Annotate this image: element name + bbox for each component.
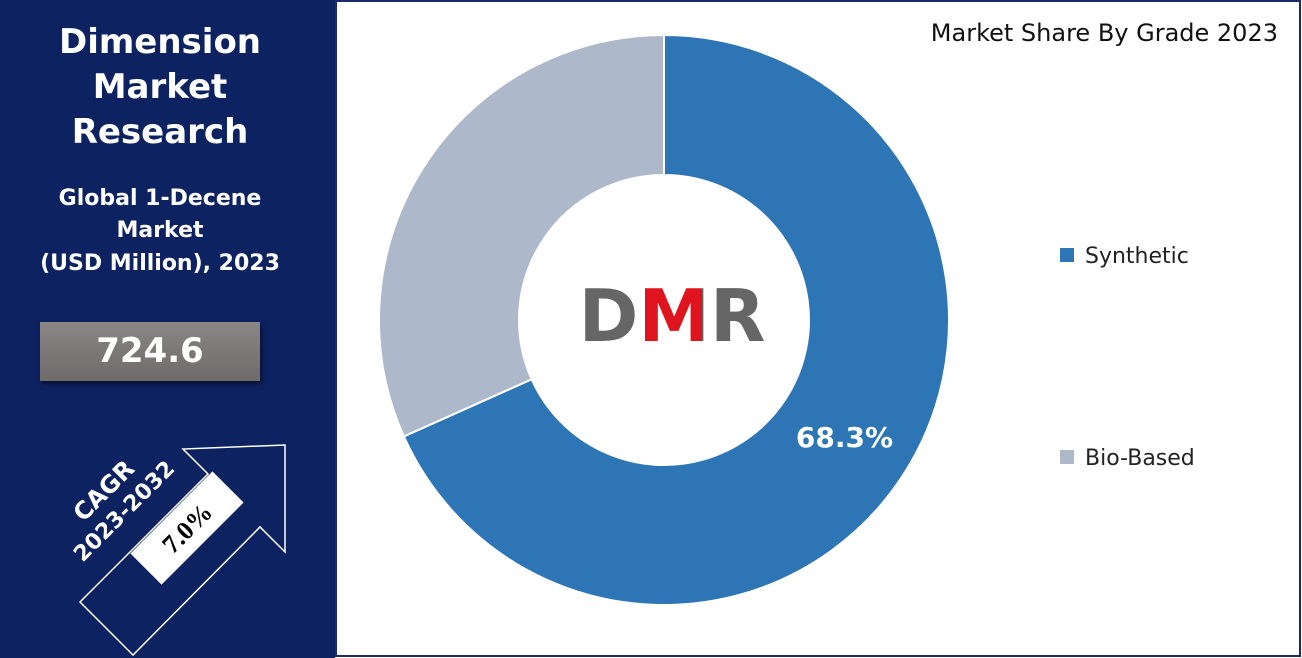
chart-title: Market Share By Grade 2023	[931, 19, 1278, 47]
legend-label: Bio-Based	[1085, 446, 1195, 471]
legend-swatch	[1060, 450, 1074, 464]
subtitle: (USD Million), 2023	[40, 251, 280, 276]
market-value: 724.6	[40, 322, 260, 381]
subtitle: Market	[116, 218, 204, 243]
legend-label: Synthetic	[1085, 244, 1189, 269]
chart: Market Share By Grade 2023 68.3% Syntheti…	[335, 0, 1301, 657]
side-panel: Dimension Market Research Global 1-Decen…	[0, 0, 335, 658]
cagr-graphic: CAGR 2023-2032 7.0%	[68, 444, 286, 657]
brand-title: Dimension	[58, 22, 262, 62]
donut-segment	[402, 33, 950, 606]
legend-swatch	[1060, 248, 1074, 262]
logo: DMR	[579, 274, 766, 358]
brand-title: Research	[71, 112, 249, 152]
data-label: 68.3%	[796, 421, 893, 454]
donut-segment	[378, 33, 665, 438]
brand-title: Market	[92, 67, 228, 107]
cagr-arrow	[78, 444, 286, 657]
subtitle: Global 1-Decene	[58, 186, 262, 211]
cagr-box-bg	[130, 471, 244, 585]
